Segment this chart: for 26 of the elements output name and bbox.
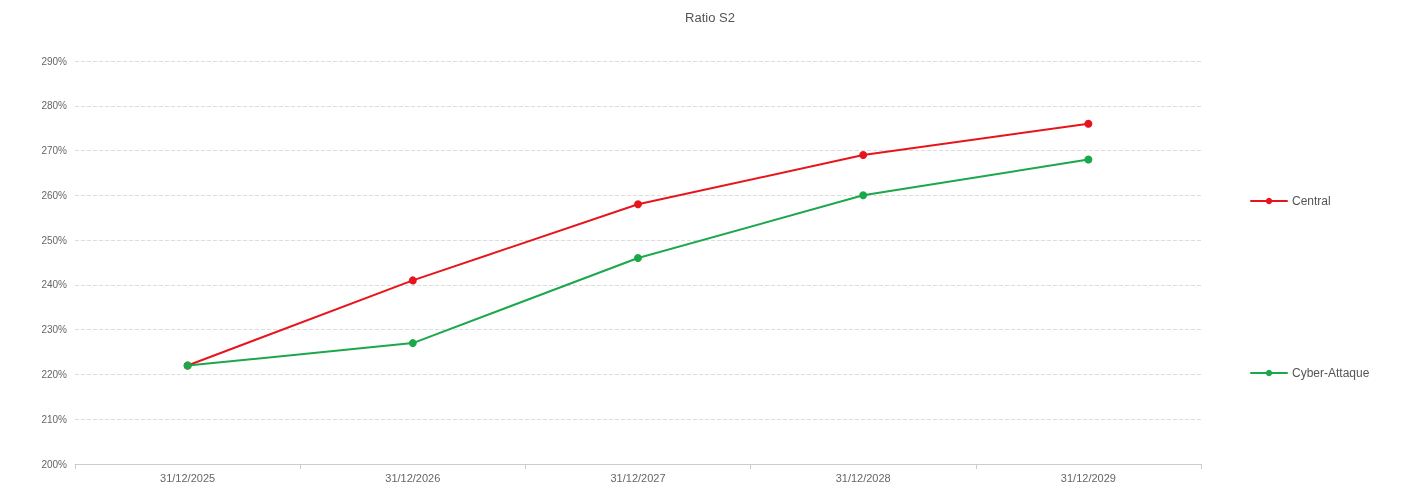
y-tick-label: 240% [41, 279, 68, 291]
x-tick-label: 31/12/2025 [160, 471, 216, 484]
chart-title: Ratio S2 [685, 10, 735, 25]
y-tick-label: 270% [41, 145, 68, 157]
y-tick-label: 220% [41, 368, 68, 380]
y-tick-label: 280% [41, 100, 68, 112]
point [408, 339, 417, 348]
point [634, 200, 642, 209]
point [408, 276, 417, 285]
x-tick-label: 31/12/2027 [610, 471, 666, 484]
x-tick-label: 31/12/2029 [1060, 471, 1116, 484]
y-tick-label: 290% [41, 55, 68, 67]
y-tick-label: 200% [41, 458, 68, 470]
point [1084, 155, 1093, 164]
legend-label: Cyber-Attaque [1292, 366, 1370, 380]
y-tick-label: 260% [41, 189, 68, 201]
point [634, 254, 642, 263]
y-tick-label: 250% [41, 234, 68, 246]
y-tick-label: 230% [41, 324, 68, 336]
point [859, 151, 868, 160]
legend-label: Central [1292, 194, 1331, 208]
x-tick-label: 31/12/2028 [835, 471, 891, 484]
point [1084, 119, 1093, 128]
x-tick-label: 31/12/2026 [385, 471, 441, 484]
y-tick-label: 210% [41, 413, 68, 425]
point [859, 191, 868, 200]
